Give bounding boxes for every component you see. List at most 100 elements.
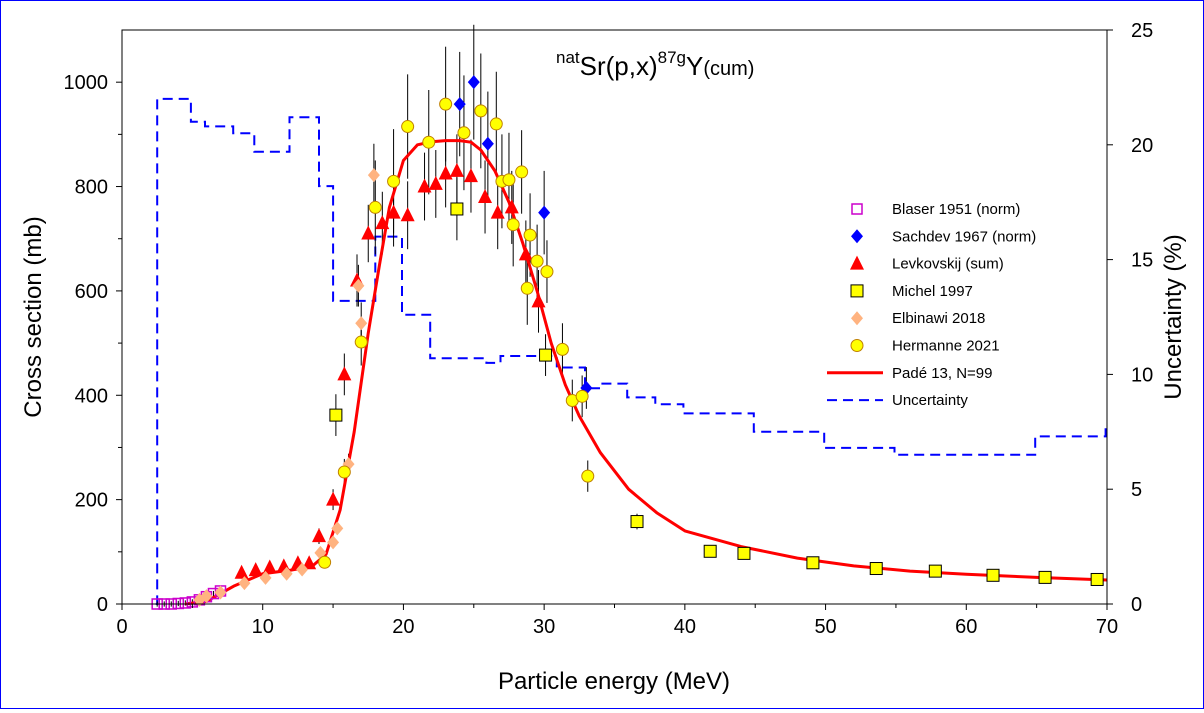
data-point bbox=[538, 205, 551, 220]
x-tick-label: 50 bbox=[814, 616, 836, 638]
data-point bbox=[506, 218, 520, 232]
data-point bbox=[520, 281, 534, 295]
x-tick-label: 10 bbox=[252, 616, 274, 638]
data-point bbox=[368, 200, 382, 214]
data-point bbox=[439, 97, 453, 111]
data-point bbox=[331, 521, 344, 536]
data-point bbox=[449, 162, 464, 177]
data-point bbox=[490, 204, 505, 219]
legend-label: Sachdev 1967 (norm) bbox=[892, 228, 1036, 245]
data-point bbox=[422, 135, 436, 149]
x-tick-label: 40 bbox=[674, 616, 696, 638]
data-point bbox=[200, 589, 213, 604]
data-point bbox=[737, 546, 751, 560]
data-point bbox=[1038, 570, 1052, 584]
data-point bbox=[531, 293, 546, 308]
data-point bbox=[478, 188, 493, 203]
legend-label: Elbinawi 2018 bbox=[892, 310, 985, 327]
data-point bbox=[540, 265, 554, 279]
data-point bbox=[179, 597, 192, 609]
data-point bbox=[326, 491, 341, 506]
data-point bbox=[354, 335, 368, 349]
y2-tick-label: 15 bbox=[1131, 250, 1153, 272]
y-tick-label: 400 bbox=[75, 385, 108, 407]
data-point bbox=[1090, 572, 1104, 586]
data-point bbox=[438, 165, 453, 180]
title-prefix: nat bbox=[556, 48, 580, 67]
data-point bbox=[355, 316, 368, 331]
data-point bbox=[450, 202, 464, 216]
data-point bbox=[367, 168, 380, 183]
data-point bbox=[327, 535, 340, 550]
legend-marker bbox=[851, 229, 863, 244]
y-tick-label: 200 bbox=[75, 490, 108, 512]
data-point bbox=[703, 544, 717, 558]
y2-tick-label: 5 bbox=[1131, 479, 1142, 501]
data-point bbox=[296, 562, 309, 577]
x-tick-label: 70 bbox=[1096, 616, 1118, 638]
data-point bbox=[504, 199, 519, 214]
y-tick-label: 1000 bbox=[64, 72, 109, 94]
data-point bbox=[262, 559, 277, 574]
data-point bbox=[453, 97, 466, 112]
legend-marker bbox=[850, 284, 864, 298]
x-tick-label: 60 bbox=[955, 616, 977, 638]
data-point bbox=[467, 75, 480, 90]
legend-label: Hermanne 2021 bbox=[892, 338, 1000, 355]
x-tick-label: 30 bbox=[533, 616, 555, 638]
title-sup: 87g bbox=[658, 48, 686, 67]
data-point bbox=[400, 207, 415, 222]
legend-marker bbox=[850, 339, 864, 352]
data-point bbox=[457, 126, 471, 140]
legend-label: Levkovskij (sum) bbox=[892, 256, 1004, 273]
y-axis-label: Cross section (mb) bbox=[20, 216, 47, 417]
y-tick-label: 0 bbox=[97, 594, 108, 616]
title-sub: (cum) bbox=[703, 58, 754, 80]
y2-axis-label: Uncertainty (%) bbox=[1160, 234, 1187, 399]
data-point bbox=[581, 469, 595, 483]
data-point bbox=[172, 597, 185, 610]
data-point bbox=[428, 175, 443, 190]
data-point bbox=[337, 465, 351, 479]
y-tick-label: 600 bbox=[75, 281, 108, 303]
data-point bbox=[463, 168, 478, 183]
legend-marker bbox=[851, 203, 863, 215]
data-point bbox=[386, 204, 401, 219]
title-post: Y bbox=[686, 51, 703, 81]
fit-curve-layer bbox=[185, 139, 1108, 606]
x-tick-label: 20 bbox=[392, 616, 414, 638]
y2-tick-label: 25 bbox=[1131, 20, 1153, 42]
data-point bbox=[489, 117, 503, 131]
data-point bbox=[248, 562, 263, 577]
data-point bbox=[986, 568, 1000, 582]
data-point bbox=[387, 174, 401, 188]
data-point bbox=[375, 215, 390, 230]
data-point bbox=[234, 564, 249, 579]
x-tick-label: 0 bbox=[116, 616, 127, 638]
data-point bbox=[302, 555, 317, 570]
data-point bbox=[515, 165, 529, 179]
data-points-layer bbox=[151, 75, 1104, 610]
uncertainty-layer bbox=[155, 97, 1107, 605]
legend: Blaser 1951 (norm) Sachdev 1967 (norm) Lev… bbox=[827, 201, 1036, 409]
pade-fit-curve bbox=[185, 139, 1108, 606]
y2-tick-label: 10 bbox=[1131, 364, 1153, 386]
data-point bbox=[555, 342, 569, 356]
legend-label: Padé 13, N=99 bbox=[892, 365, 993, 382]
data-point bbox=[238, 576, 251, 591]
data-point bbox=[869, 562, 883, 576]
data-point bbox=[539, 348, 553, 362]
data-point bbox=[337, 366, 352, 381]
uncertainty-step-line bbox=[155, 97, 1107, 605]
data-point bbox=[312, 528, 326, 543]
legend-label: Michel 1997 bbox=[892, 283, 973, 300]
x-axis-label: Particle energy (MeV) bbox=[498, 668, 730, 695]
data-point bbox=[352, 278, 365, 293]
title-main: Sr(p,x) bbox=[580, 51, 658, 81]
data-point bbox=[806, 556, 820, 570]
data-point bbox=[481, 136, 494, 151]
chart-title: natSr(p,x)87gY(cum) bbox=[556, 48, 754, 81]
legend-label: Uncertainty bbox=[892, 392, 968, 409]
